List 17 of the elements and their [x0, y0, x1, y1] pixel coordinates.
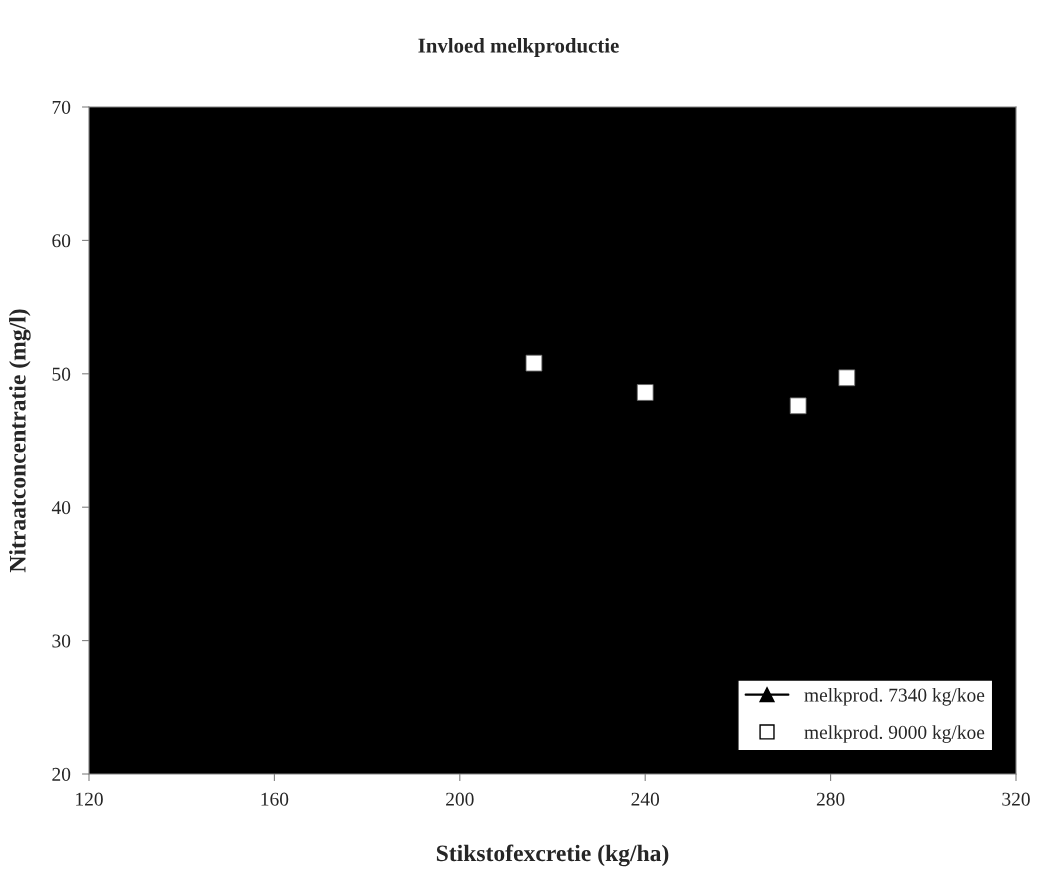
y-tick-label: 30 [52, 634, 71, 648]
legend-label: melkprod. 9000 kg/koe [804, 725, 985, 743]
legend-label: melkprod. 7340 kg/koe [804, 687, 985, 706]
chart-title: Invloed melkproductie [418, 38, 619, 57]
x-tick-label: 160 [261, 792, 289, 806]
x-axis-title: Stikstofexcretie (kg/ha) [436, 844, 669, 867]
x-tick-label: 320 [1002, 792, 1030, 806]
y-tick-label: 40 [51, 501, 71, 515]
x-tick-label: 240 [631, 792, 660, 806]
y-tick-label: 70 [52, 100, 71, 114]
x-tick-label: 280 [816, 792, 845, 806]
y-tick-label: 20 [52, 767, 71, 781]
x-tick-label: 120 [76, 792, 103, 806]
y-tick-label: 50 [52, 367, 71, 381]
y-tick-label: 60 [52, 234, 71, 248]
y-axis-title: Nitraatconcentratie (mg/l) [9, 309, 31, 573]
x-tick-label: 200 [446, 792, 474, 806]
